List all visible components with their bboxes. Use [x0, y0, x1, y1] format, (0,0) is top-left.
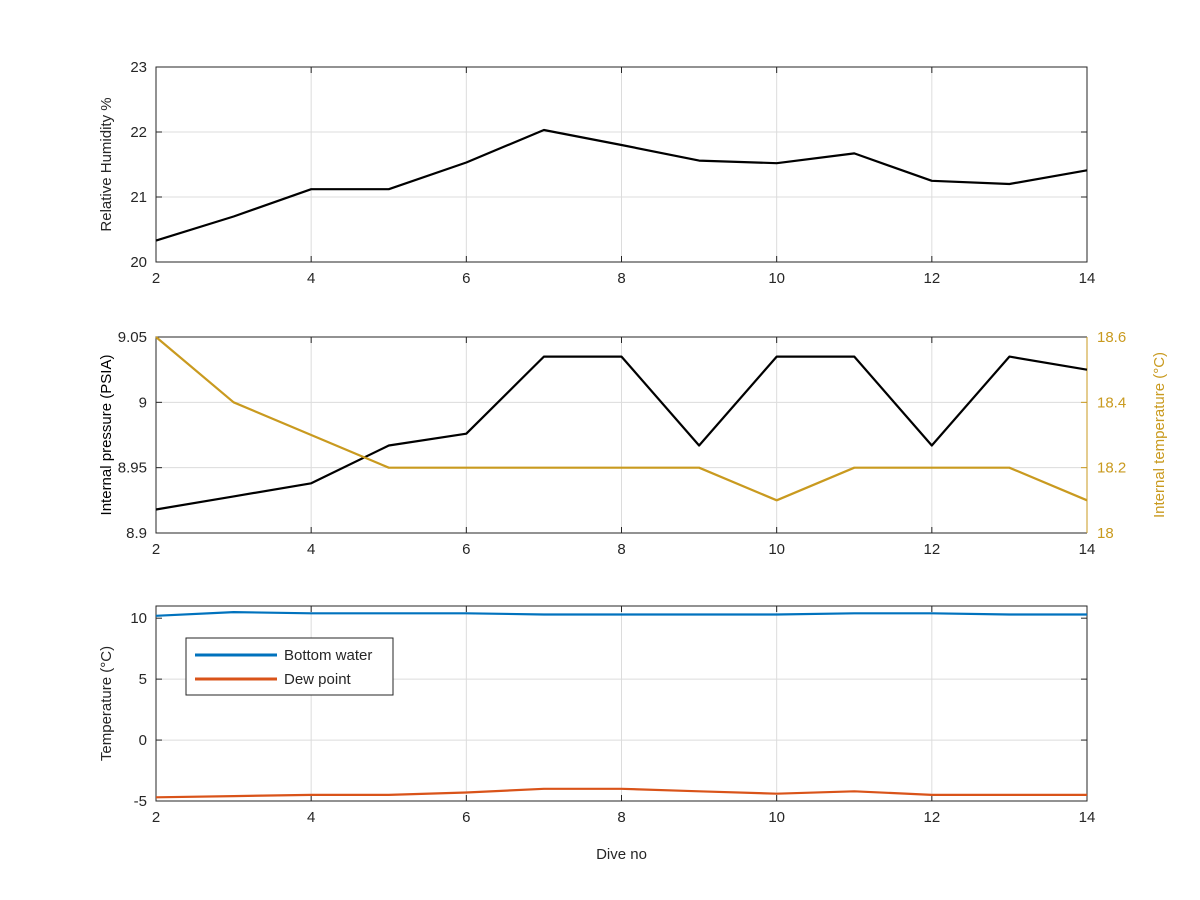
axes-box [155, 605, 1088, 802]
x-tick-label: 14 [1079, 541, 1096, 558]
y-tick-label: 5 [139, 671, 147, 688]
x-tick-label: 2 [152, 270, 160, 287]
x-tick-label: 4 [307, 270, 315, 287]
x-tick-label: 10 [768, 809, 785, 826]
y-tick-label: 8.9 [126, 525, 147, 542]
panel-1: 2 4 6 8 10 12 14 20 21 22 23 Relative Humidity % [98, 59, 1095, 287]
y-tick-label: 9.05 [118, 329, 147, 346]
y-axis-label: Temperature (°C) [98, 646, 115, 761]
y-right-axis-label: Internal temperature (°C) [1151, 352, 1168, 518]
y-right-tick-label: 18 [1097, 525, 1114, 542]
x-tick-label: 14 [1079, 270, 1096, 287]
x-tick-label: 12 [923, 270, 940, 287]
legend-label: Bottom water [284, 647, 372, 664]
x-tick-label: 10 [768, 541, 785, 558]
legend: Bottom water Dew point [185, 637, 394, 696]
series-line-1 [155, 128, 1088, 242]
axes-box [155, 66, 1088, 263]
x-tick-label: 12 [923, 809, 940, 826]
series-line-1 [155, 355, 1088, 511]
x-tick-label: 6 [462, 270, 470, 287]
x-tick-label: 2 [152, 541, 160, 558]
x-tick-label: 14 [1079, 809, 1096, 826]
x-axis-label: Dive no [596, 846, 647, 863]
y-tick-label: 21 [130, 189, 147, 206]
x-tick-label: 8 [617, 809, 625, 826]
y-axis-label: Relative Humidity % [98, 97, 115, 231]
y-tick-label: 23 [130, 59, 147, 76]
series-line-2 [155, 336, 1088, 502]
y-right-tick-label: 18.2 [1097, 460, 1126, 477]
x-tick-label: 6 [462, 541, 470, 558]
x-tick-label: 4 [307, 809, 315, 826]
x-tick-label: 2 [152, 809, 160, 826]
y-right-tick-label: 18.6 [1097, 329, 1126, 346]
y-tick-label: 10 [130, 610, 147, 627]
panel-3: 2 4 6 8 10 12 14 -5 0 5 10 Temperature (°C) Dive no B… [98, 605, 1096, 863]
x-tick-label: 12 [923, 541, 940, 558]
series-line-dew-point [155, 787, 1087, 799]
y-tick-label: 8.95 [118, 460, 147, 477]
y-axis-label: Internal pressure (PSIA) [98, 355, 115, 516]
legend-label: Dew point [284, 671, 352, 688]
x-tick-label: 6 [462, 809, 470, 826]
series-line-bottom-water [155, 610, 1087, 617]
y-tick-label: 22 [130, 124, 147, 141]
y-tick-label: 9 [139, 394, 147, 411]
y-tick-label: 20 [130, 254, 147, 271]
x-tick-label: 8 [617, 541, 625, 558]
y-tick-label: -5 [134, 793, 147, 810]
panel-2: 2 4 6 8 10 12 14 8.9 8.95 9 9.05 18 18.2 18.4 18.6 Inte… [98, 329, 1168, 558]
y-right-tick-label: 18.4 [1097, 394, 1126, 411]
y-tick-label: 0 [139, 732, 147, 749]
legend-box [185, 637, 394, 696]
x-tick-label: 10 [768, 270, 785, 287]
x-tick-label: 4 [307, 541, 315, 558]
axes-box [155, 336, 1087, 534]
x-tick-label: 8 [617, 270, 625, 287]
